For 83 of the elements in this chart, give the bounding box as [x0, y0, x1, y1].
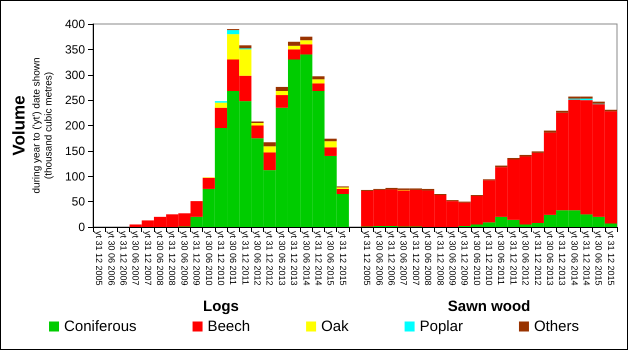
y-tick-label: 0 [78, 220, 86, 234]
x-tick-label: yt 30 06 2015 [594, 231, 604, 286]
bar [239, 45, 252, 48]
bar [264, 142, 276, 146]
bar [202, 178, 215, 189]
x-tick-label: yt 30 06 2011 [228, 231, 238, 285]
y-tick-label: 50 [72, 194, 86, 209]
bar [251, 122, 264, 126]
x-tick-label: yt 30 06 2009 [447, 231, 458, 286]
x-tick-label: yt 31 12 2014 [582, 231, 592, 286]
x-tick-label: yt 31 12 2007 [410, 231, 421, 286]
x-tick-label: yt 30 06 2009 [179, 231, 190, 286]
x-tick-label: yt 30 06 2007 [130, 231, 141, 286]
bar [264, 146, 276, 152]
x-tick-label: yt 31 12 2008 [167, 231, 178, 286]
bar [288, 42, 300, 46]
x-tick-label: yt 31 12 2012 [264, 231, 275, 286]
bar [300, 40, 312, 44]
legend-label: Others [534, 318, 579, 335]
x-tick-label: yt 31 12 2010 [216, 231, 226, 286]
legend-label: Coniferous [64, 318, 137, 335]
y-tick-label: 250 [64, 93, 86, 108]
x-tick-label: yt 31 12 2009 [192, 231, 202, 286]
bar [276, 90, 288, 96]
x-tick-label: yt 31 12 2015 [338, 231, 348, 286]
x-tick-label: yt 31 12 2006 [118, 231, 128, 286]
bar [214, 102, 228, 108]
x-tick-label: yt 30 06 2014 [569, 231, 580, 286]
x-tick-label: yt 31 12 2007 [142, 231, 153, 286]
x-tick-label: yt 31 12 2013 [289, 231, 300, 286]
x-tick-label: yt 31 12 2009 [460, 231, 470, 286]
x-tick-label: yt 30 06 2011 [496, 231, 506, 285]
bar [300, 36, 312, 40]
bar [324, 138, 337, 142]
x-tick-label: yt 30 06 2010 [204, 231, 214, 286]
x-tick-label: yt 30 06 2012 [252, 231, 263, 286]
x-tick-label: yt 30 06 2007 [398, 231, 409, 286]
x-tick-label: yt 31 12 2012 [532, 231, 543, 286]
y-tick-label: 400 [64, 17, 86, 31]
x-tick-label: yt 31 12 2013 [557, 231, 568, 286]
y-axis-title: Volume during year to ('yt') date shown (thousand cubic metres) [10, 57, 55, 194]
bar [312, 83, 325, 91]
legend-label: Oak [321, 318, 350, 335]
x-tick-label: yt 31 12 2015 [606, 231, 616, 286]
bar [276, 95, 288, 108]
x-tick-label: yt 31 12 2014 [313, 231, 324, 286]
x-tick-label: yt 30 06 2006 [106, 231, 116, 286]
x-tick-label: yt 30 06 2014 [301, 231, 312, 286]
y-tick-label: 150 [64, 144, 86, 158]
y-tick-label: 200 [64, 118, 86, 132]
legend-label: Beech [208, 318, 250, 335]
x-tick-label: yt 31 12 2011 [508, 231, 518, 285]
y-tick-label: 300 [64, 68, 86, 82]
bar [276, 86, 288, 91]
bar [336, 188, 349, 194]
bar [324, 147, 337, 156]
bar [312, 76, 325, 80]
text: Logs [203, 298, 239, 315]
legend-label: Poplar [420, 318, 463, 335]
x-tick-label: yt 30 06 2008 [423, 231, 434, 286]
x-tick-label: yt 30 06 2013 [544, 231, 555, 286]
x-tick-label: yt 31 12 2011 [240, 231, 250, 285]
bar [288, 46, 300, 50]
bar [251, 126, 264, 138]
x-tick-label: yt 31 12 2005 [94, 231, 104, 286]
bar [227, 30, 240, 34]
x-tick-label: yt 31 12 2005 [362, 231, 372, 286]
x-tick-label: yt 30 06 2008 [155, 231, 166, 286]
y-tick-label: 350 [64, 42, 86, 56]
bar [324, 141, 337, 148]
x-tick-label: yt 31 12 2006 [386, 231, 397, 286]
text: Sawn wood [448, 298, 530, 315]
y-tick-label: 100 [64, 169, 86, 184]
bar [312, 79, 325, 84]
x-tick-label: yt 30 06 2006 [374, 231, 384, 286]
x-tick-label: yt 30 06 2012 [520, 231, 531, 286]
bar [214, 108, 228, 128]
x-tick-label: yt 30 06 2015 [326, 231, 336, 286]
x-tick-label: yt 31 12 2010 [484, 231, 494, 286]
x-tick-label: yt 31 12 2008 [435, 231, 446, 286]
x-tick-label: yt 30 06 2013 [276, 231, 287, 286]
x-tick-label: yt 30 06 2010 [472, 231, 482, 286]
bar [264, 152, 276, 170]
